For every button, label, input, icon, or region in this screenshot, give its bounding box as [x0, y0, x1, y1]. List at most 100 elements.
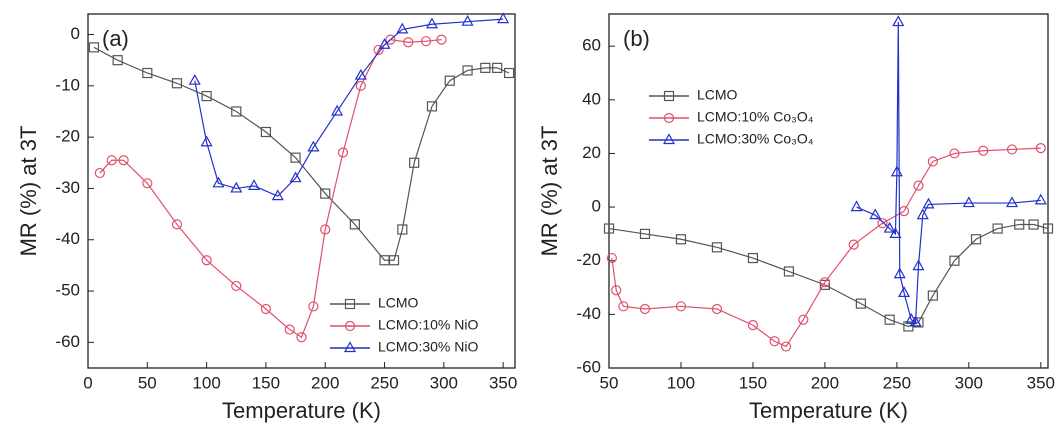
data-point: [1014, 219, 1025, 230]
data-point: [426, 101, 438, 112]
x-axis-label: Temperature (K): [749, 398, 908, 423]
legend-label: LCMO:30% Co₃O₄: [697, 131, 814, 147]
data-point: [201, 255, 212, 266]
y-tick-label: 40: [582, 89, 601, 108]
legend-marker: [663, 90, 675, 102]
data-point: [396, 22, 409, 34]
data-point: [949, 255, 960, 266]
data-point: [898, 286, 911, 298]
data-point: [783, 266, 795, 277]
data-point: [747, 319, 759, 331]
y-tick-label: -40: [576, 304, 601, 323]
data-point: [349, 219, 360, 230]
data-point: [675, 301, 687, 312]
data-point: [603, 223, 615, 234]
data-point: [436, 34, 447, 45]
data-point: [142, 67, 153, 79]
x-tick-label: 250: [883, 373, 911, 392]
y-tick-label: -20: [55, 127, 80, 146]
x-tick-label: 300: [430, 373, 458, 392]
data-point: [212, 176, 225, 188]
data-point: [747, 252, 759, 264]
data-point: [320, 188, 331, 199]
x-tick-label: 250: [370, 373, 398, 392]
y-axis-label: MR (%) at 3T: [16, 126, 41, 257]
data-point: [425, 17, 438, 29]
x-tick-label: 50: [600, 373, 619, 392]
data-point: [142, 178, 153, 189]
series-line: [194, 18, 504, 197]
data-point: [889, 227, 902, 239]
data-point: [869, 208, 882, 220]
data-point: [409, 157, 420, 168]
y-tick-label: -30: [55, 178, 80, 197]
legend-label: LCMO: [378, 295, 419, 311]
plot-frame: [608, 13, 1049, 369]
data-point: [373, 44, 384, 56]
y-axis-label: MR (%) at 3T: [537, 126, 562, 257]
data-point: [307, 140, 320, 152]
data-point: [378, 38, 391, 49]
data-point: [890, 165, 903, 177]
data-point: [912, 259, 925, 271]
x-tick-label: 300: [955, 373, 983, 392]
data-point: [497, 12, 510, 24]
data-point: [1042, 223, 1054, 234]
data-point: [118, 155, 129, 166]
series-line: [611, 147, 1041, 348]
y-tick-label: -20: [576, 250, 601, 269]
data-point: [230, 181, 243, 193]
y-tick-label: -40: [55, 229, 80, 248]
plot-frame: [87, 13, 516, 369]
legend-label: LCMO:30% NiO: [378, 339, 478, 355]
data-point: [639, 228, 651, 240]
x-tick-label: 200: [811, 373, 839, 392]
data-point: [355, 80, 366, 91]
data-point: [711, 303, 723, 315]
data-point: [916, 208, 929, 220]
data-point: [231, 106, 242, 117]
y-tick-label: -50: [55, 281, 80, 300]
x-tick-label: 150: [252, 373, 280, 392]
x-tick-label: 0: [83, 373, 92, 392]
data-point: [331, 104, 344, 116]
data-point: [461, 14, 474, 26]
data-point: [611, 285, 622, 296]
data-point: [260, 303, 272, 315]
data-point: [913, 180, 924, 191]
data-point: [462, 65, 473, 76]
data-point: [949, 148, 960, 159]
data-point: [403, 37, 414, 48]
data-point: [112, 55, 123, 66]
data-point: [420, 36, 432, 47]
data-point: [780, 341, 792, 352]
data-point: [284, 324, 295, 335]
data-point: [639, 303, 651, 315]
panel-label: (a): [102, 26, 129, 51]
data-point: [850, 200, 863, 212]
data-point: [88, 42, 100, 53]
y-tick-label: -60: [55, 332, 80, 351]
data-point: [308, 301, 319, 312]
y-tick-label: 0: [71, 24, 80, 43]
data-point: [171, 219, 183, 230]
data-point: [618, 301, 629, 312]
legend-marker: [663, 112, 675, 124]
data-point: [769, 336, 780, 347]
data-point: [106, 155, 117, 166]
data-point: [884, 314, 895, 325]
data-point: [260, 126, 272, 138]
data-point: [883, 221, 896, 233]
data-point: [992, 223, 1003, 234]
data-point: [354, 68, 367, 80]
data-point: [892, 15, 905, 27]
data-point: [855, 298, 866, 309]
data-point: [848, 239, 859, 250]
data-point: [913, 317, 924, 328]
data-point: [909, 315, 922, 327]
x-tick-label: 200: [311, 373, 339, 392]
data-point: [962, 196, 975, 208]
data-point: [388, 255, 400, 266]
series-line: [93, 46, 510, 261]
panel-label: (b): [623, 26, 650, 51]
